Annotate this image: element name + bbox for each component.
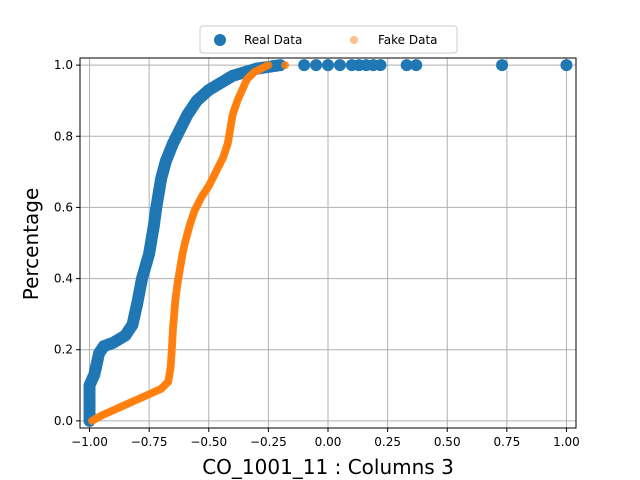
y-tick-label: 0.4 — [54, 272, 73, 286]
real-data-point — [400, 59, 413, 72]
real-data-point — [410, 59, 423, 72]
real-data-point — [496, 59, 509, 72]
fake-data-point — [281, 61, 290, 70]
legend-box — [199, 25, 458, 54]
y-tick-label: 0.0 — [54, 414, 73, 428]
legend-label-real-data: Real Data — [244, 33, 302, 47]
real-data-point — [310, 59, 323, 72]
real-data-point — [333, 59, 346, 72]
series-real-data — [83, 59, 573, 427]
x-tick-label: −0.75 — [131, 435, 168, 449]
real-data-point — [560, 59, 573, 72]
fake-data-point — [264, 61, 273, 70]
y-axis-title: Percentage — [19, 188, 43, 301]
grid-layer — [80, 58, 576, 428]
x-tick-label: −1.00 — [71, 435, 108, 449]
x-tick-label: 0.00 — [315, 435, 342, 449]
legend-marker-fake-data — [350, 36, 358, 44]
real-data-point — [298, 59, 311, 72]
series-fake-data — [87, 61, 290, 425]
x-tick-label: −0.50 — [190, 435, 227, 449]
x-tick-label: 1.00 — [553, 435, 580, 449]
real-data-point — [374, 59, 387, 72]
real-data-point — [322, 59, 334, 72]
tick-layer: −1.00 −0.75 −0.50 −0.25 0.00 0.25 0.50 0.75 1.00… — [54, 58, 580, 449]
x-tick-label: 0.50 — [434, 435, 461, 449]
y-tick-label: 0.8 — [54, 129, 73, 143]
x-tick-label: 0.25 — [374, 435, 401, 449]
x-tick-label: 0.75 — [493, 435, 520, 449]
y-tick-label: 1.0 — [54, 58, 73, 72]
y-tick-label: 0.2 — [54, 343, 73, 357]
legend-marker-real-data — [214, 34, 226, 46]
y-tick-label: 0.6 — [54, 200, 73, 214]
legend-label-fake-data: Fake Data — [378, 33, 438, 47]
legend: Real Data Fake Data — [199, 25, 458, 54]
data-layer — [83, 59, 573, 427]
x-tick-label: −0.25 — [250, 435, 287, 449]
x-axis-title: CO_1001_11 : Columns 3 — [202, 455, 454, 479]
